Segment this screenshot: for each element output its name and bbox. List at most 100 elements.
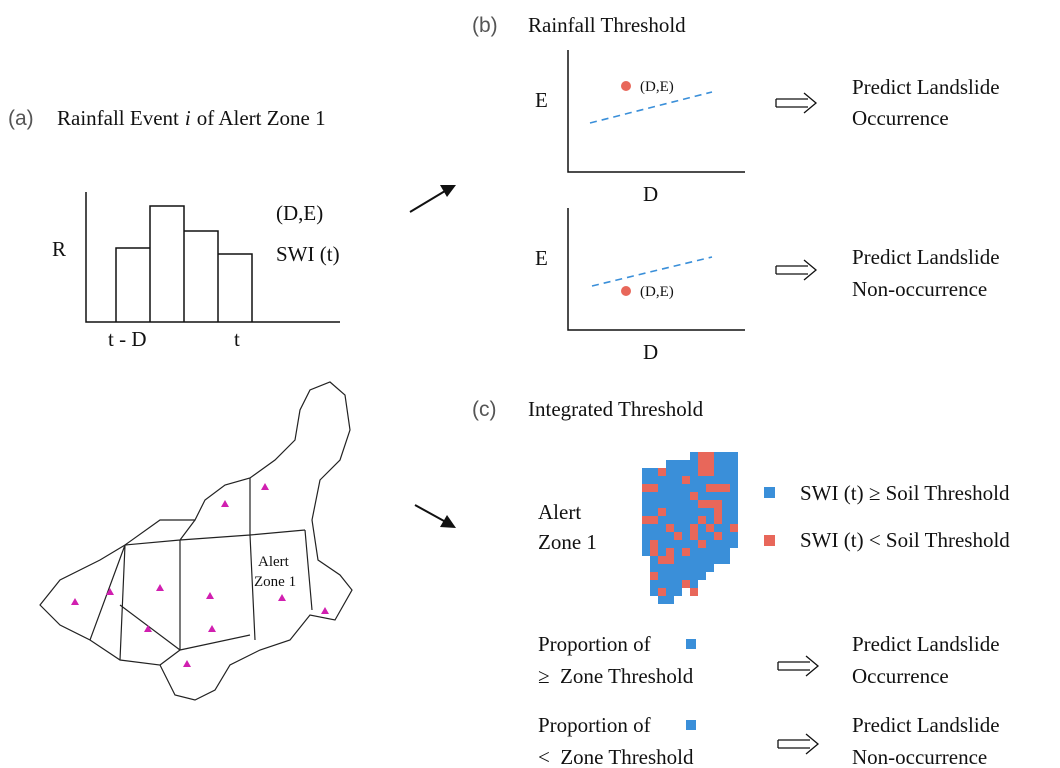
double-arrow [775,92,818,114]
annotation: (D,E) [276,201,323,225]
grid-cell [722,484,730,492]
condition-swatch [686,720,696,730]
grid-cell [674,556,682,564]
grid-cell [730,468,738,476]
grid-cell [730,460,738,468]
grid-cell [722,556,730,564]
grid-cell [674,484,682,492]
grid-cell [666,460,674,468]
panel-title: Integrated Threshold [528,397,704,421]
grid-cell [722,460,730,468]
grid-cell [690,484,698,492]
grid-cell [698,468,706,476]
grid-cell [690,508,698,516]
grid-cell [690,556,698,564]
grid-cell [642,508,650,516]
grid-cell [730,516,738,524]
condition-text: < Zone Threshold [538,745,694,768]
grid-cell [674,572,682,580]
grid-cell [698,508,706,516]
arrowhead [440,515,456,528]
grid-cell [706,460,714,468]
panel-label: (c) [472,398,497,421]
grid-cell [690,532,698,540]
rules: Proportion of ≥ Zone Threshold Predict Lan… [538,632,1000,768]
grid-cell [722,548,730,556]
double-arrow [777,655,820,677]
grid-cell [674,580,682,588]
grid-cell [730,484,738,492]
grid-cell [698,460,706,468]
grid-cell [706,540,714,548]
double-arrow [777,733,820,755]
grid-cell [666,524,674,532]
grid-cell [698,540,706,548]
grid-cell [650,500,658,508]
plot-axes [567,50,745,173]
grid-cell [714,524,722,532]
grid-cell [650,548,658,556]
grid-cell [666,580,674,588]
grid-cell [722,524,730,532]
grid-cell [714,476,722,484]
grid-cell [714,468,722,476]
grid-cell [650,532,658,540]
grid-cell [658,596,666,604]
grid-cell [674,588,682,596]
grid-cell [658,468,666,476]
grid-cell [650,540,658,548]
grid-cell [642,524,650,532]
result-text: Predict Landslide [852,245,1000,269]
point-label: (D,E) [640,284,674,300]
grid-cell [690,548,698,556]
grid-cell [698,548,706,556]
grid-cell [706,500,714,508]
grid-cell [706,492,714,500]
annotation: SWI (t) [276,242,340,266]
grid-cell [698,516,706,524]
grid-cell [642,500,650,508]
grid-cell [706,508,714,516]
grid-cell [730,476,738,484]
grid-cell [674,548,682,556]
grid-cell [650,556,658,564]
y-axis-label: E [535,246,548,270]
grid-cell [730,532,738,540]
y-axis-label: E [535,88,548,112]
grid-cell [674,500,682,508]
double-arrow [775,259,818,281]
histogram-axes [85,192,340,323]
grid-cell [698,452,706,460]
grid-cell [666,500,674,508]
grid-cell [650,524,658,532]
grid-cell [690,580,698,588]
grid-cell [690,460,698,468]
grid-cell [674,460,682,468]
event-point [621,81,631,91]
grid-cell [682,508,690,516]
grid-cell [730,500,738,508]
grid-cell [706,476,714,484]
grid-cell [666,564,674,572]
title-part: Rainfall Event [57,106,179,130]
grid-cell [682,516,690,524]
y-axis-label: R [52,237,66,261]
grid-cell [690,500,698,508]
grid-cell [698,484,706,492]
grid-cell [682,460,690,468]
grid-cell [698,476,706,484]
threshold-line [589,91,713,124]
grid-cell [722,516,730,524]
grid-cell [650,588,658,596]
grid-cell [698,524,706,532]
grid-cell [690,588,698,596]
grid-cell [666,476,674,484]
grid-cell [722,508,730,516]
grid-cell [690,468,698,476]
result-text: Predict Landslide [852,713,1000,737]
grid-cell [682,476,690,484]
legend-swatch [764,535,775,546]
grid-cell [690,540,698,548]
result-text: Predict Landslide [852,75,1000,99]
